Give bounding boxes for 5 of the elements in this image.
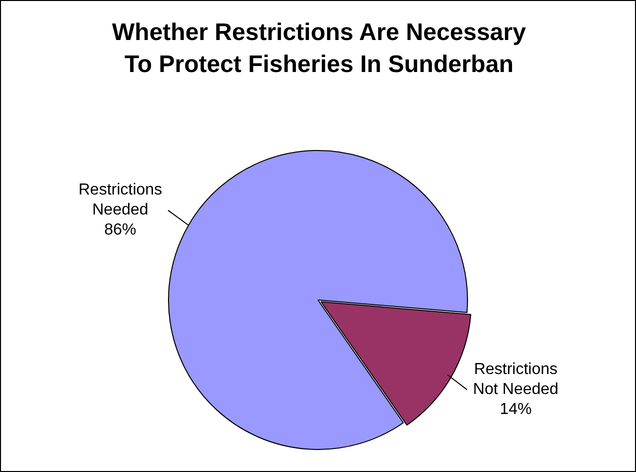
data-label: 14% (500, 401, 532, 418)
chart-title: Whether Restrictions Are Necessary To Protect Fisheries In Sunderban (111, 18, 527, 80)
data-label: 86% (104, 222, 136, 239)
slice-label: Restrictions Not Needed (473, 361, 558, 398)
slice-label: Restrictions Needed (78, 182, 162, 219)
